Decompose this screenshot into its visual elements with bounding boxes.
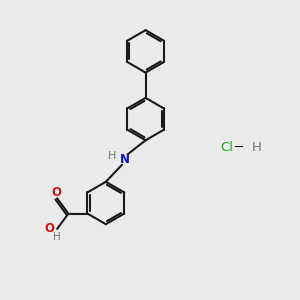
Text: Cl: Cl [221, 141, 234, 154]
Text: O: O [52, 186, 61, 199]
Text: N: N [120, 153, 130, 166]
Text: H: H [53, 232, 61, 242]
Text: H: H [107, 152, 116, 161]
Text: ─: ─ [234, 141, 242, 154]
Text: H: H [252, 141, 262, 154]
Text: O: O [44, 222, 54, 235]
